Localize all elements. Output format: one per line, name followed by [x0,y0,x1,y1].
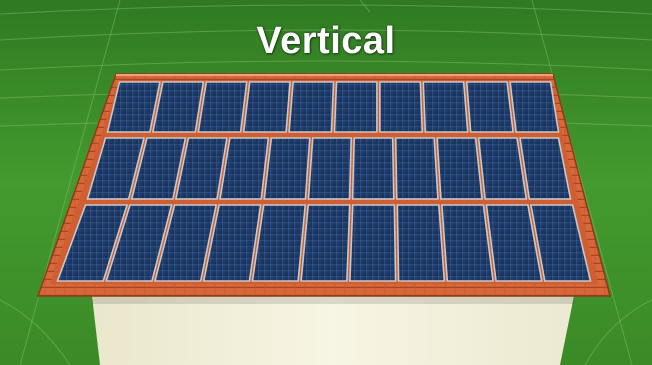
solar-panel [485,204,543,282]
solar-panel [477,137,528,200]
solar-panel [529,204,592,282]
solar-panel [56,204,129,282]
solar-panel [333,81,378,133]
solar-panel [379,81,424,133]
solar-panel [106,81,161,133]
solar-panel [396,204,446,282]
solar-panel [394,137,439,200]
solar-panel [351,137,395,200]
solar-panel [130,137,187,200]
page-title: Vertical [256,20,396,62]
solar-panel [300,204,351,282]
house-wall [92,296,574,365]
solar-panel [441,204,494,282]
solar-panel [174,137,228,200]
solar-panel [86,137,145,200]
solar-panel [422,81,469,133]
solar-panel [151,81,205,133]
solar-panel [465,81,515,133]
solar-panel [251,204,307,282]
solar-panel [263,137,311,200]
solar-panel [219,137,270,200]
solar-panel [288,81,335,133]
solar-panel [153,204,218,282]
solar-panel [519,137,572,200]
solar-panel [242,81,291,133]
solar-panel [202,204,262,282]
solar-panel [436,137,484,200]
solar-panel [307,137,353,200]
solar-panel [105,204,173,282]
solar-panel [509,81,560,133]
solar-panel-array [56,81,592,282]
solar-panel [197,81,248,133]
solar-panel [349,204,397,282]
wall-shadow [92,294,574,304]
